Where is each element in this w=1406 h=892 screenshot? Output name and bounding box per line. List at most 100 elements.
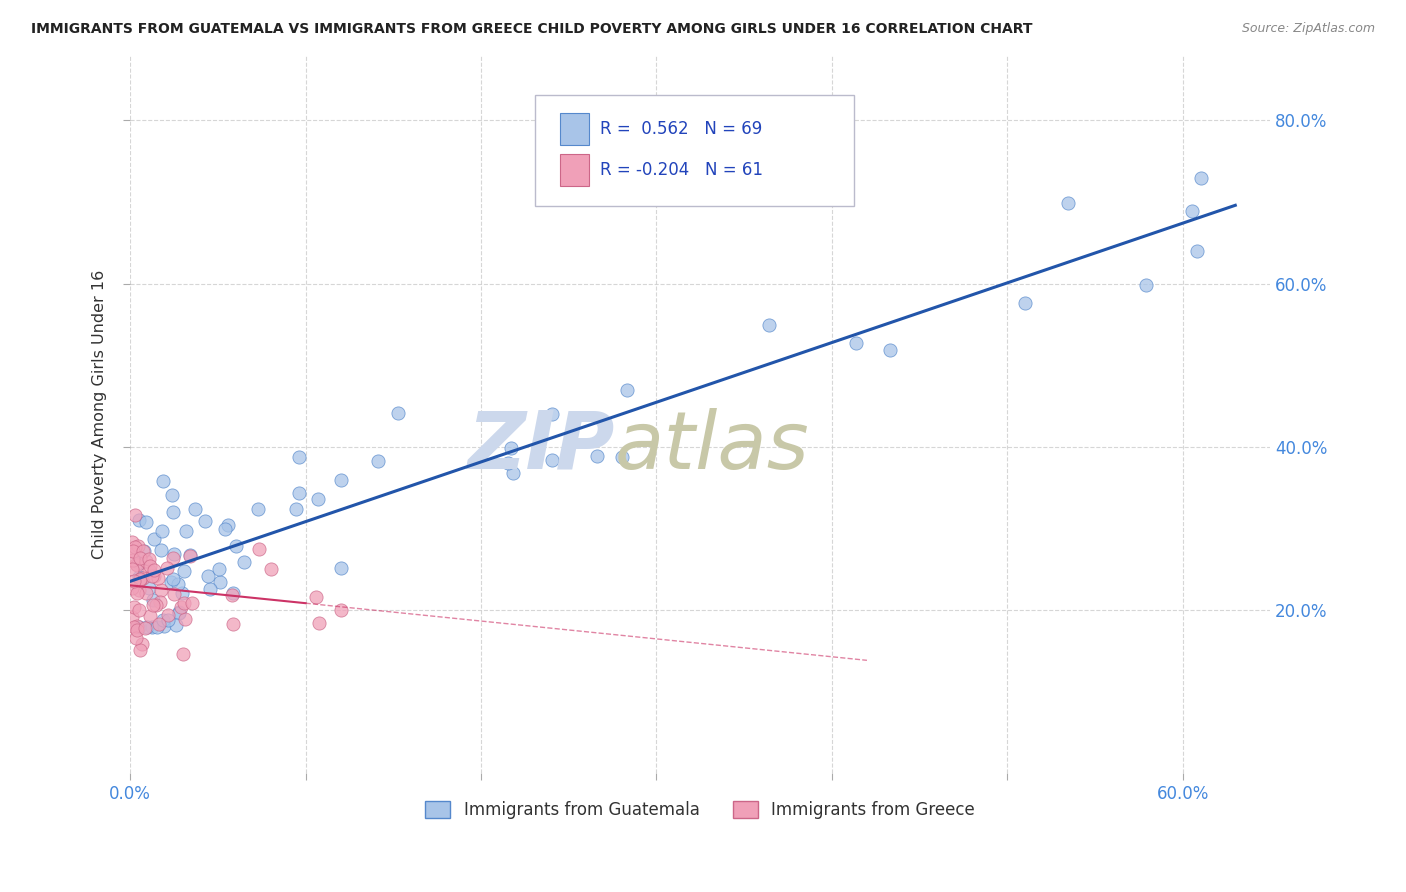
Point bbox=[142, 598, 165, 612]
Point bbox=[128, 512, 150, 526]
Point bbox=[844, 335, 866, 350]
Point bbox=[129, 643, 152, 657]
Point bbox=[139, 609, 162, 624]
FancyBboxPatch shape bbox=[536, 95, 855, 206]
Point bbox=[148, 617, 170, 632]
Point bbox=[152, 613, 174, 627]
Point bbox=[129, 550, 152, 565]
Point bbox=[121, 562, 143, 576]
Point bbox=[222, 586, 245, 600]
Point bbox=[152, 474, 174, 488]
Point bbox=[125, 623, 148, 637]
Point bbox=[879, 343, 901, 358]
Point bbox=[173, 564, 195, 578]
Point bbox=[166, 577, 188, 591]
Point bbox=[149, 543, 172, 558]
Point bbox=[610, 450, 633, 464]
Point bbox=[135, 586, 157, 600]
Point bbox=[121, 543, 143, 558]
Point bbox=[129, 572, 152, 586]
Point bbox=[132, 544, 155, 558]
Point bbox=[156, 560, 179, 574]
Point bbox=[159, 574, 181, 589]
Point bbox=[134, 621, 156, 635]
Point bbox=[125, 557, 148, 571]
Point bbox=[197, 569, 219, 583]
Point bbox=[149, 594, 172, 608]
Point bbox=[329, 603, 352, 617]
Text: R =  0.562   N = 69: R = 0.562 N = 69 bbox=[600, 120, 762, 138]
Point bbox=[121, 610, 143, 624]
Point bbox=[172, 647, 194, 661]
Point bbox=[221, 588, 243, 602]
Point bbox=[141, 619, 163, 633]
Point bbox=[142, 569, 165, 583]
Point bbox=[122, 574, 145, 588]
Point bbox=[1189, 170, 1212, 185]
Point bbox=[367, 453, 389, 467]
Point bbox=[125, 631, 148, 645]
Bar bbox=[560, 154, 589, 186]
Point bbox=[170, 599, 193, 614]
Point bbox=[179, 548, 201, 562]
Point bbox=[124, 508, 146, 523]
Point bbox=[165, 617, 187, 632]
Point bbox=[247, 541, 270, 556]
Point bbox=[305, 590, 328, 604]
Point bbox=[246, 502, 269, 516]
Point bbox=[156, 608, 179, 623]
Point bbox=[162, 487, 184, 501]
Bar bbox=[560, 113, 589, 145]
Point bbox=[1181, 204, 1204, 219]
Point bbox=[162, 504, 184, 518]
Point bbox=[128, 583, 150, 598]
Point bbox=[1014, 296, 1036, 310]
Point bbox=[1135, 277, 1157, 292]
Point bbox=[162, 587, 184, 601]
Point bbox=[496, 456, 519, 470]
Point bbox=[150, 583, 173, 598]
Point bbox=[124, 540, 146, 554]
Point bbox=[162, 572, 184, 586]
Point bbox=[233, 555, 256, 569]
Text: Source: ZipAtlas.com: Source: ZipAtlas.com bbox=[1241, 22, 1375, 36]
Point bbox=[180, 596, 202, 610]
Point bbox=[167, 606, 190, 620]
Point bbox=[162, 551, 184, 566]
Point bbox=[135, 554, 157, 568]
Point bbox=[148, 571, 170, 585]
Point bbox=[122, 599, 145, 614]
Point bbox=[194, 514, 217, 528]
Point bbox=[329, 473, 352, 487]
Point bbox=[173, 597, 195, 611]
Point bbox=[128, 569, 150, 583]
Point bbox=[222, 616, 245, 631]
Y-axis label: Child Poverty Among Girls Under 16: Child Poverty Among Girls Under 16 bbox=[93, 269, 107, 559]
Legend: Immigrants from Guatemala, Immigrants from Greece: Immigrants from Guatemala, Immigrants fr… bbox=[419, 795, 981, 826]
Point bbox=[131, 637, 153, 651]
Point bbox=[121, 581, 143, 595]
Point bbox=[208, 561, 231, 575]
Point bbox=[145, 619, 167, 633]
Point bbox=[288, 486, 311, 500]
Point bbox=[138, 563, 160, 577]
Point bbox=[135, 515, 157, 529]
Point bbox=[156, 613, 179, 627]
Point bbox=[287, 450, 309, 464]
Point bbox=[214, 522, 236, 536]
Point bbox=[217, 517, 239, 532]
Point bbox=[198, 582, 221, 597]
Point bbox=[122, 553, 145, 567]
Point bbox=[501, 442, 523, 456]
Point bbox=[150, 524, 173, 538]
Point bbox=[502, 466, 524, 480]
Point bbox=[179, 549, 201, 564]
Point bbox=[129, 573, 152, 587]
Point bbox=[121, 535, 143, 549]
Point bbox=[387, 406, 409, 420]
Point bbox=[134, 544, 156, 558]
Point bbox=[138, 551, 160, 566]
Point bbox=[145, 598, 167, 612]
Text: R = -0.204   N = 61: R = -0.204 N = 61 bbox=[600, 161, 763, 179]
Point bbox=[128, 556, 150, 570]
